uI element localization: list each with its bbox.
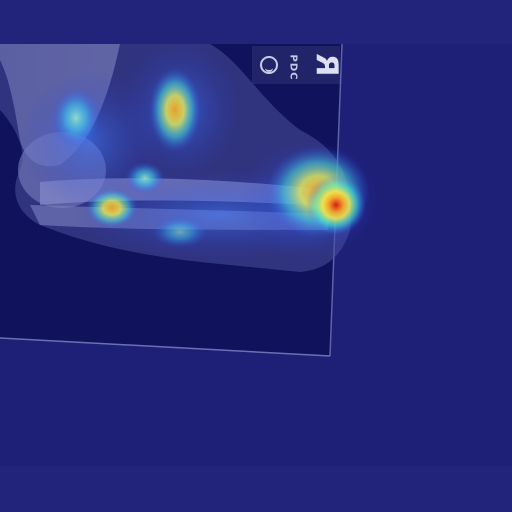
side-marker: PDC R [252, 46, 344, 84]
bottom-band [0, 466, 512, 512]
marker-subtext: PDC [287, 54, 299, 80]
marker-letter: R [308, 53, 344, 77]
smiley-icon [260, 56, 278, 74]
top-band [0, 0, 512, 44]
